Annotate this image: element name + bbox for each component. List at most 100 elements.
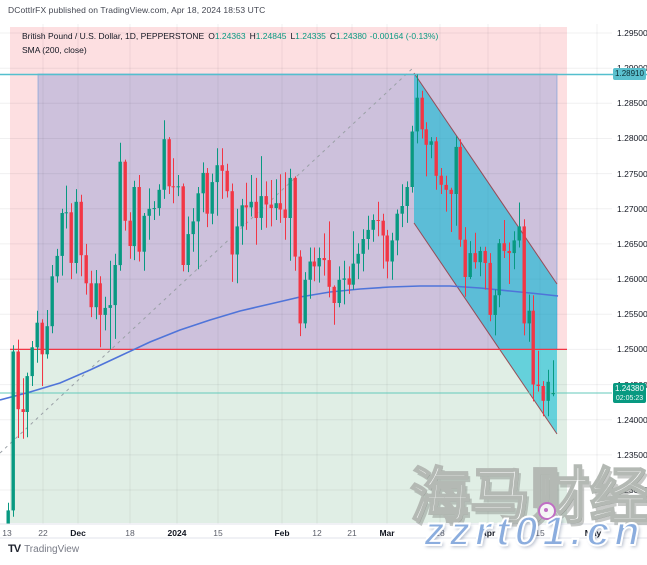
candle-body[interactable] [147,208,151,216]
candle-body[interactable] [74,201,78,263]
candle-body[interactable] [205,172,209,214]
candle-body[interactable] [288,177,292,218]
dashed-trendline[interactable] [0,66,415,454]
candle-body[interactable] [371,220,375,230]
candle-body[interactable] [210,182,214,214]
candle-body[interactable] [132,187,136,247]
candle-body[interactable] [366,229,370,239]
tradingview-brand-label[interactable]: TradingView [24,543,80,555]
candle-body[interactable] [55,255,59,277]
chart-legend[interactable]: British Pound / U.S. Dollar, 1D, PEPPERS… [22,30,438,57]
candle-body[interactable] [293,177,297,257]
candle-body[interactable] [444,184,448,190]
candle-body[interactable] [30,347,34,377]
candle-body[interactable] [410,131,414,188]
demand-zone-green[interactable] [10,350,567,523]
candle-body[interactable] [11,351,15,511]
candle-body[interactable] [429,141,433,145]
candle-body[interactable] [488,262,492,315]
candle-body[interactable] [512,240,516,254]
candle-body[interactable] [424,129,428,145]
candle-body[interactable] [152,208,156,210]
candle-body[interactable] [113,265,117,306]
candle-body[interactable] [536,384,540,386]
candle-body[interactable] [191,221,195,235]
candle-body[interactable] [94,283,98,308]
candle-body[interactable] [103,307,107,315]
symbol-title[interactable]: British Pound / U.S. Dollar, 1D, PEPPERS… [22,31,205,41]
candle-body[interactable] [157,189,161,209]
candle-body[interactable] [502,243,506,251]
candle-body[interactable] [64,212,68,214]
candle-body[interactable] [527,310,531,324]
candle-body[interactable] [395,213,399,241]
candle-body[interactable] [415,97,419,132]
candle-body[interactable] [40,322,44,355]
candle-body[interactable] [123,161,127,221]
candle-body[interactable] [35,322,39,348]
candle-body[interactable] [356,253,360,264]
tradingview-logo-icon[interactable]: TV [8,543,21,555]
candle-body[interactable] [449,189,453,194]
candle-body[interactable] [25,376,29,412]
candle-body[interactable] [16,351,20,410]
candle-body[interactable] [225,170,229,192]
candle-body[interactable] [507,251,511,254]
candle-body[interactable] [176,186,180,188]
candle-body[interactable] [128,220,132,246]
candle-body[interactable] [420,97,424,130]
candle-body[interactable] [332,286,336,303]
candle-body[interactable] [551,393,555,395]
time-axis[interactable]: 13 22 Dec 18 2024 15 Feb 12 21 Mar 18 Apr 15 May [0,524,647,538]
candle-body[interactable] [142,215,146,252]
candle-body[interactable] [473,253,477,263]
candle-body[interactable] [312,261,316,267]
candle-body[interactable] [308,261,312,280]
sma-200-line[interactable] [0,285,559,401]
candle-body[interactable] [483,251,487,263]
candle-body[interactable] [541,386,545,401]
candle-body[interactable] [390,240,394,262]
candle-body[interactable] [171,186,175,188]
candle-body[interactable] [385,235,389,262]
candle-body[interactable] [201,172,205,194]
candle-body[interactable] [274,203,278,209]
candle-body[interactable] [517,226,521,241]
candle-body[interactable] [439,175,443,185]
candle-body[interactable] [351,263,355,285]
price-axis[interactable]: 1.295001.290001.285001.280001.275001.270… [612,24,647,524]
candle-body[interactable] [181,186,185,265]
candle-body[interactable] [458,146,462,240]
candle-body[interactable] [230,191,234,255]
candle-body[interactable] [220,165,224,171]
candle-body[interactable] [89,283,93,308]
candle-body[interactable] [522,226,526,324]
candle-body[interactable] [278,203,282,210]
candle-body[interactable] [162,139,166,190]
candle-body[interactable] [215,165,219,183]
candle-body[interactable] [327,260,331,287]
candle-body[interactable] [405,187,409,206]
candle-body[interactable] [531,310,535,385]
candle-body[interactable] [186,234,190,265]
candle-body[interactable] [317,258,321,267]
candle-body[interactable] [493,295,497,315]
candle-body[interactable] [196,193,200,222]
candle-body[interactable] [21,409,25,412]
candle-body[interactable] [478,251,482,263]
candle-body[interactable] [298,256,302,324]
candle-body[interactable] [108,305,112,308]
candle-body[interactable] [137,187,141,252]
candle-body[interactable] [254,201,258,218]
candle-body[interactable] [269,204,273,209]
channel-edge[interactable] [413,72,558,285]
indicator-legend-sma[interactable]: SMA (200, close) [22,45,87,55]
candle-body[interactable] [434,141,438,176]
level-price-tag[interactable]: 1.28910 [613,68,646,80]
candle-body[interactable] [347,278,351,285]
candle-body[interactable] [468,253,472,277]
candle-body[interactable] [84,255,88,284]
candle-body[interactable] [235,226,239,255]
candle-body[interactable] [50,276,54,327]
